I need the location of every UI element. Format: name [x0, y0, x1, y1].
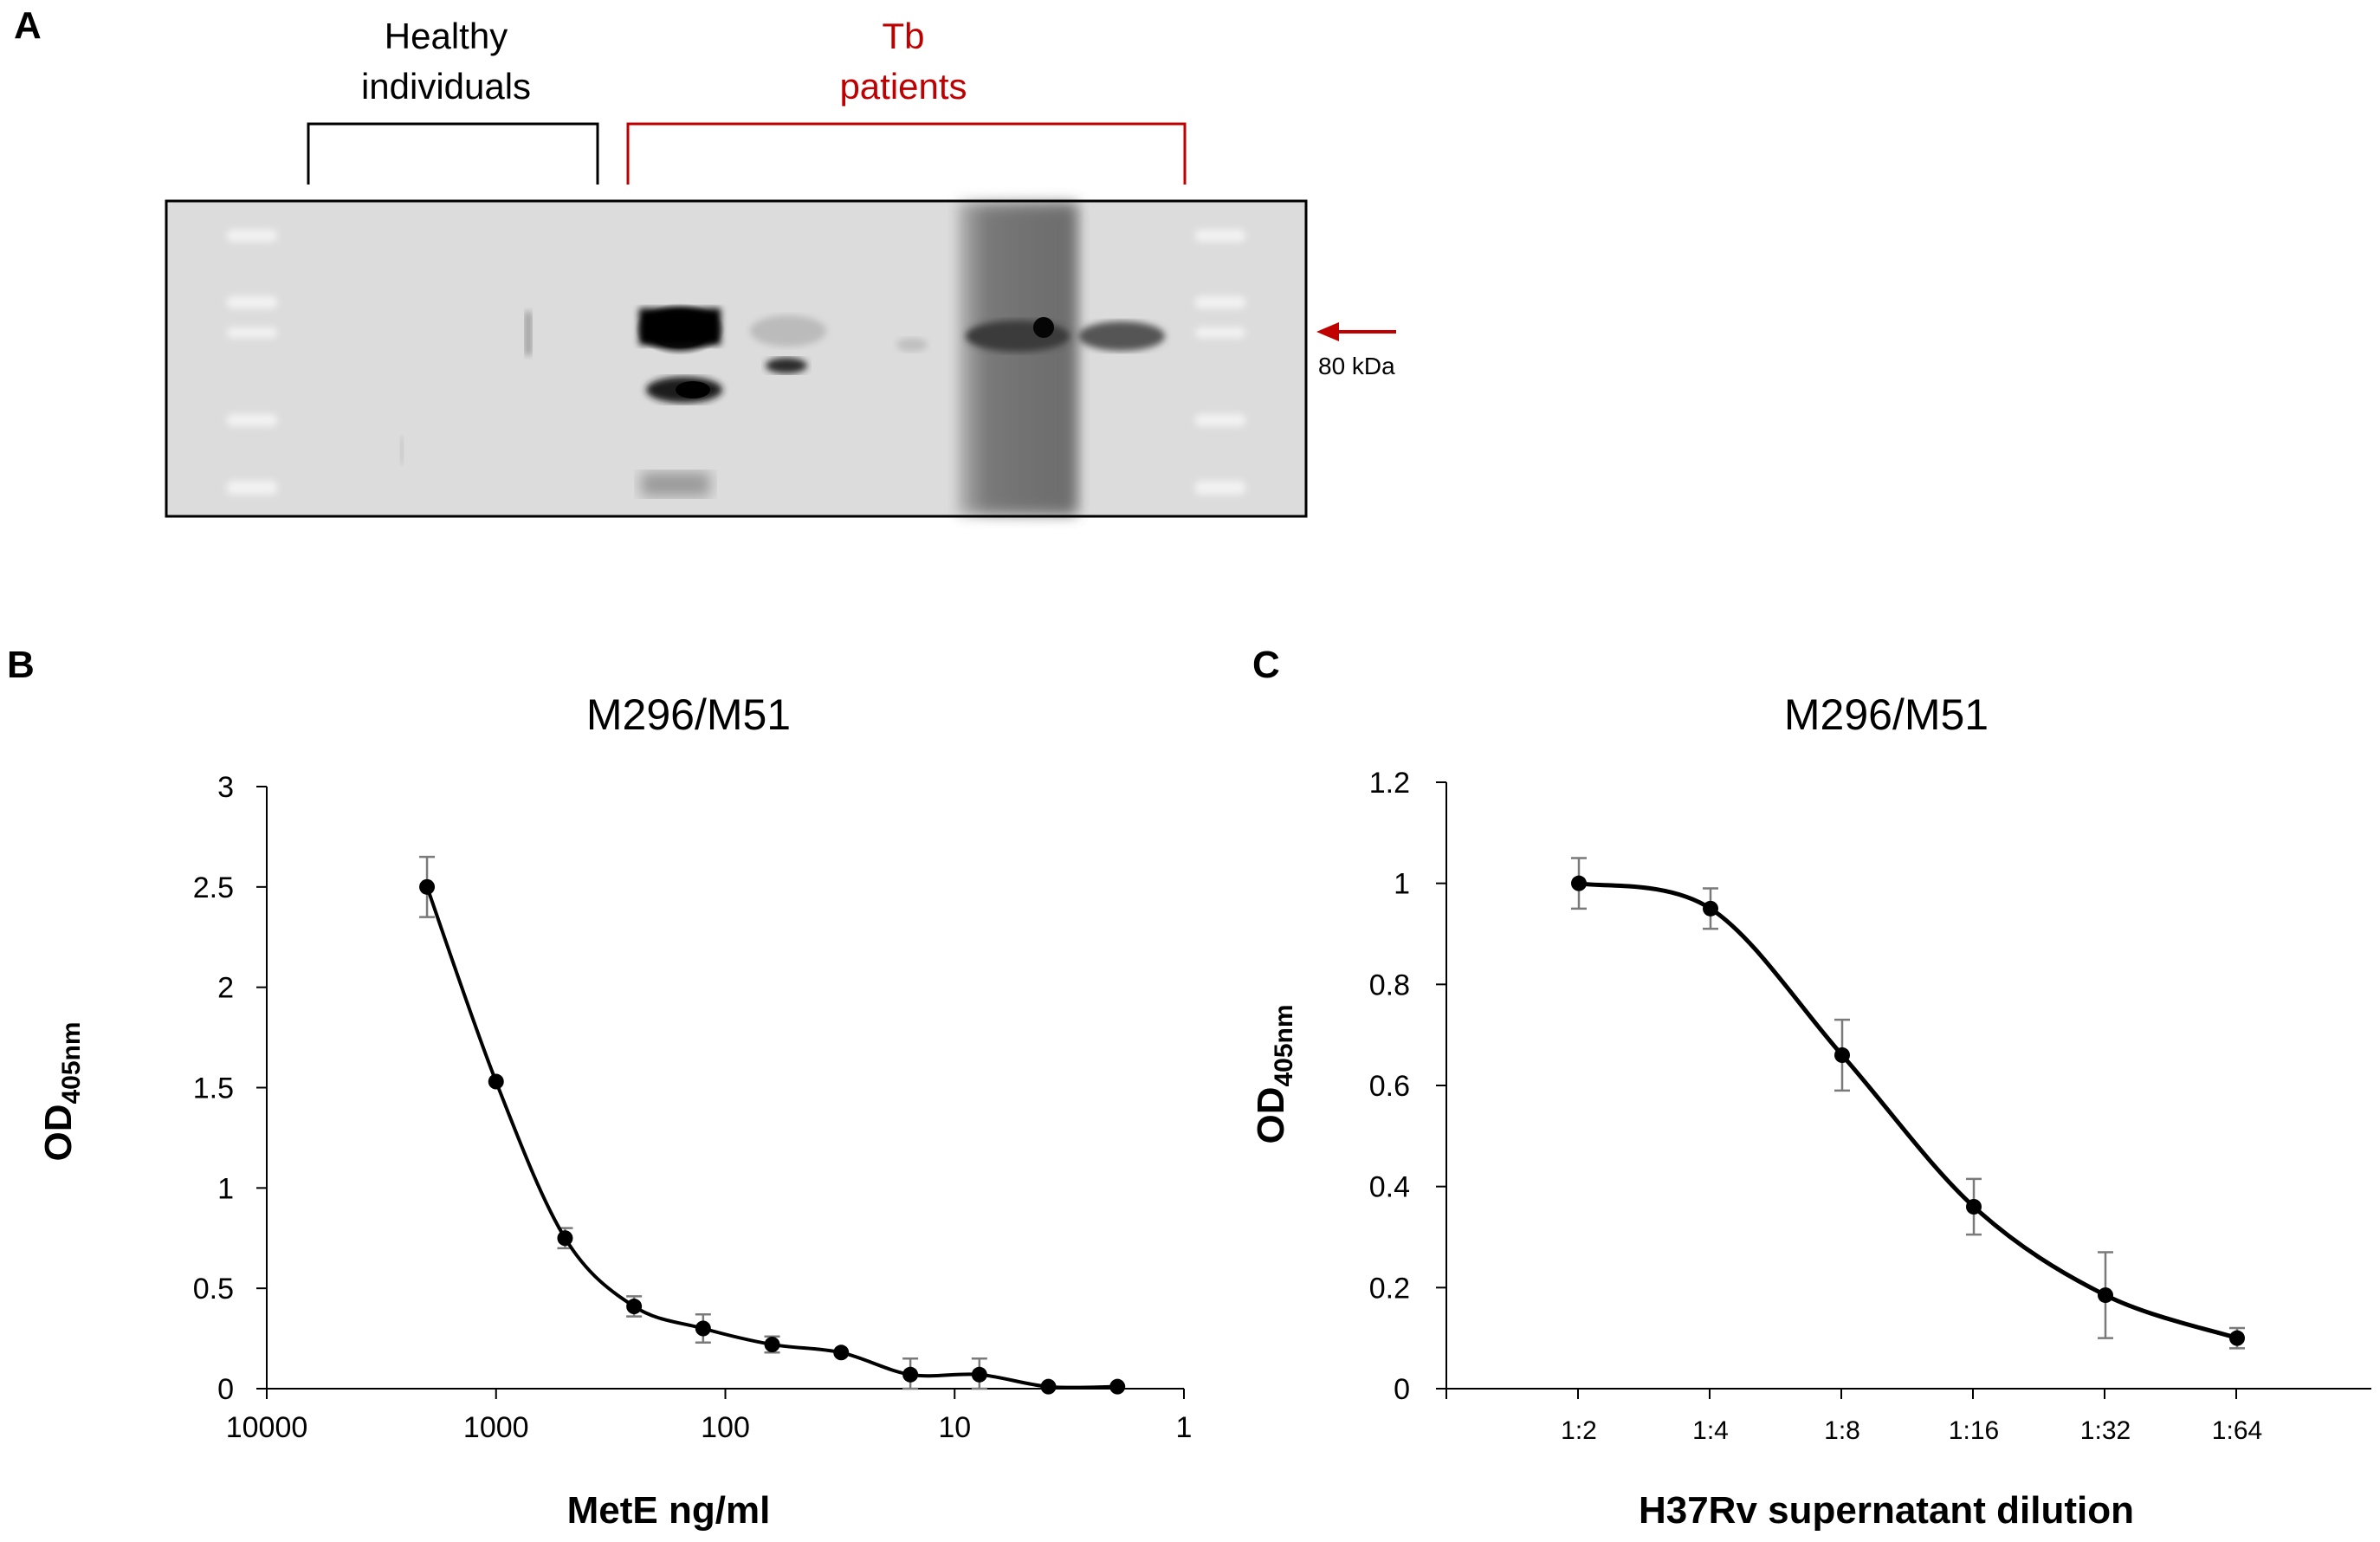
chart-c-y-tick-label: 0.2 [1369, 1272, 1410, 1305]
chart-c-x-tick-label: 1:8 [1824, 1416, 1860, 1445]
chart-b-point [488, 1073, 504, 1090]
chart-b-point [902, 1366, 919, 1383]
chart-c-ylabel-sub: 405nm [1270, 1004, 1298, 1086]
chart-b-point [1109, 1378, 1126, 1395]
western-blot [165, 199, 1308, 518]
chart-b-point [1040, 1378, 1057, 1395]
marker-arrow-head [1316, 322, 1339, 341]
panel-b-letter: B [7, 644, 35, 686]
chart-c-x-tick-label: 1:32 [2080, 1416, 2131, 1445]
chart-b-y-tick-label: 2.5 [193, 871, 234, 904]
chart-c-xlabel: H37Rv supernatant dilution [1639, 1489, 2134, 1532]
chart-b-series-line [425, 886, 1118, 1390]
chart-b-y-tick-label: 0.5 [193, 1273, 234, 1306]
chart-b-point [557, 1230, 573, 1247]
chart-b-point [626, 1299, 643, 1315]
chart-c-x-tick-label: 1:16 [1949, 1416, 1999, 1445]
chart-b-point [764, 1337, 780, 1353]
chart-c-x-tick-label: 1:64 [2212, 1416, 2262, 1445]
chart-c-point [1966, 1199, 1982, 1215]
chart-c-point [1703, 900, 1718, 917]
panel-a-letter: A [14, 4, 42, 47]
chart-c-y-tick-label: 0.4 [1369, 1171, 1410, 1204]
chart-b-x-tick-label: 100 [701, 1411, 750, 1444]
chart-b-x-tick-label: 1 [1176, 1411, 1193, 1444]
healthy-label-line1: Healthy [385, 16, 508, 56]
chart-c-plot: 0 0.2 0.4 0.6 0.8 1 1.2 1:2 1:4 1:8 1:16 1:32 1:64 [1369, 767, 2371, 1445]
chart-b-x-tick-label: 10000 [226, 1411, 308, 1444]
chart-c-ylabel-main: OD [1250, 1087, 1292, 1144]
chart-c-x-tick-label: 1:4 [1692, 1416, 1729, 1445]
chart-b-ylabel: OD405nm [37, 1021, 86, 1161]
chart-c-ylabel: OD405nm [1250, 1004, 1298, 1144]
chart-b-point [695, 1320, 711, 1337]
chart-b-y-tick-label: 0 [217, 1373, 234, 1406]
chart-b-y-tick-label: 1.5 [193, 1072, 234, 1105]
chart-c-y-tick-label: 1 [1394, 868, 1410, 901]
chart-b-point [971, 1366, 987, 1383]
chart-c-series-line [1578, 881, 2238, 1341]
panel-c-letter: C [1252, 644, 1280, 686]
chart-b-x-tick-label: 10 [938, 1411, 971, 1444]
tb-label-line1: Tb [882, 16, 924, 56]
marker-label: 80 kDa [1318, 353, 1395, 379]
chart-c-y-tick-label: 0.6 [1369, 1070, 1410, 1103]
chart-b-ylabel-main: OD [37, 1105, 80, 1162]
chart-c-point [2098, 1287, 2113, 1304]
chart-b-point [833, 1344, 850, 1361]
tb-label-line2: patients [839, 66, 967, 107]
chart-b-y-tick-label: 3 [217, 771, 234, 804]
chart-c-x-tick-label: 1:2 [1561, 1416, 1597, 1445]
tb-bracket [626, 122, 1187, 185]
chart-c-y-tick-label: 0 [1394, 1373, 1410, 1406]
chart-b-y-tick-label: 2 [217, 972, 234, 1005]
chart-c-point [1571, 875, 1587, 891]
chart-b-point [419, 878, 436, 895]
chart-c-y-tick-label: 1.2 [1369, 767, 1410, 800]
chart-b-xlabel: MetE ng/ml [567, 1489, 771, 1532]
chart-c-point [2229, 1330, 2245, 1346]
healthy-label-line2: individuals [361, 66, 531, 107]
chart-b-title: M296/M51 [586, 690, 791, 739]
chart-c-title: M296/M51 [1784, 690, 1989, 739]
chart-b-x-tick-label: 1000 [463, 1411, 529, 1444]
healthy-bracket [307, 122, 599, 185]
chart-b-ylabel-sub: 405nm [57, 1021, 86, 1104]
chart-c-point [1834, 1047, 1850, 1063]
chart-b-y-tick-label: 1 [217, 1172, 234, 1205]
chart-c-y-tick-label: 0.8 [1369, 969, 1410, 1001]
chart-b-plot: 0 0.5 1 1.5 2 2.5 3 10000 1000 100 10 1 [193, 771, 1193, 1444]
